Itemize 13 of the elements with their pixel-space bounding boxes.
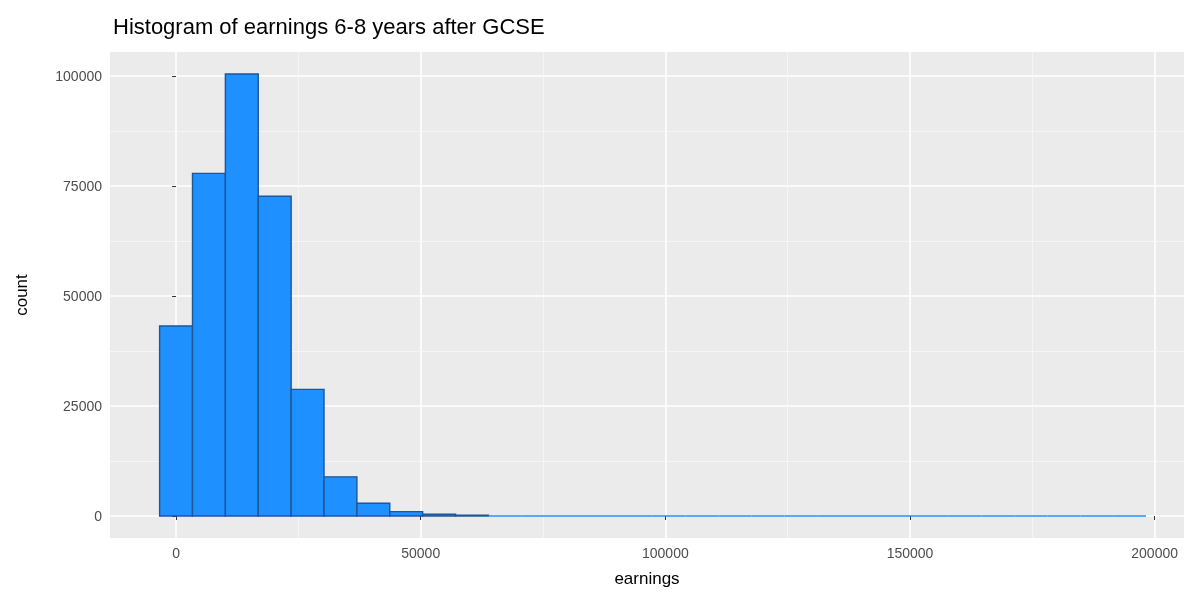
x-tick-label: 50000 bbox=[401, 545, 441, 561]
x-tick-label: 150000 bbox=[886, 545, 934, 561]
x-tick-label: 200000 bbox=[1131, 545, 1179, 561]
x-tick-label: 0 bbox=[172, 545, 181, 561]
x-tick-label: 100000 bbox=[641, 545, 689, 561]
chart-title: Histogram of earnings 6-8 years after GCSE bbox=[113, 13, 545, 39]
y-tick-label: 75000 bbox=[63, 178, 103, 195]
y-tick-label: 0 bbox=[94, 508, 103, 525]
x-axis-title: earnings bbox=[614, 569, 680, 588]
y-tick-label: 25000 bbox=[63, 398, 103, 415]
y-tick-label: 100000 bbox=[55, 68, 103, 85]
y-axis-title: count bbox=[12, 273, 31, 316]
y-tick-label: 50000 bbox=[63, 288, 103, 305]
